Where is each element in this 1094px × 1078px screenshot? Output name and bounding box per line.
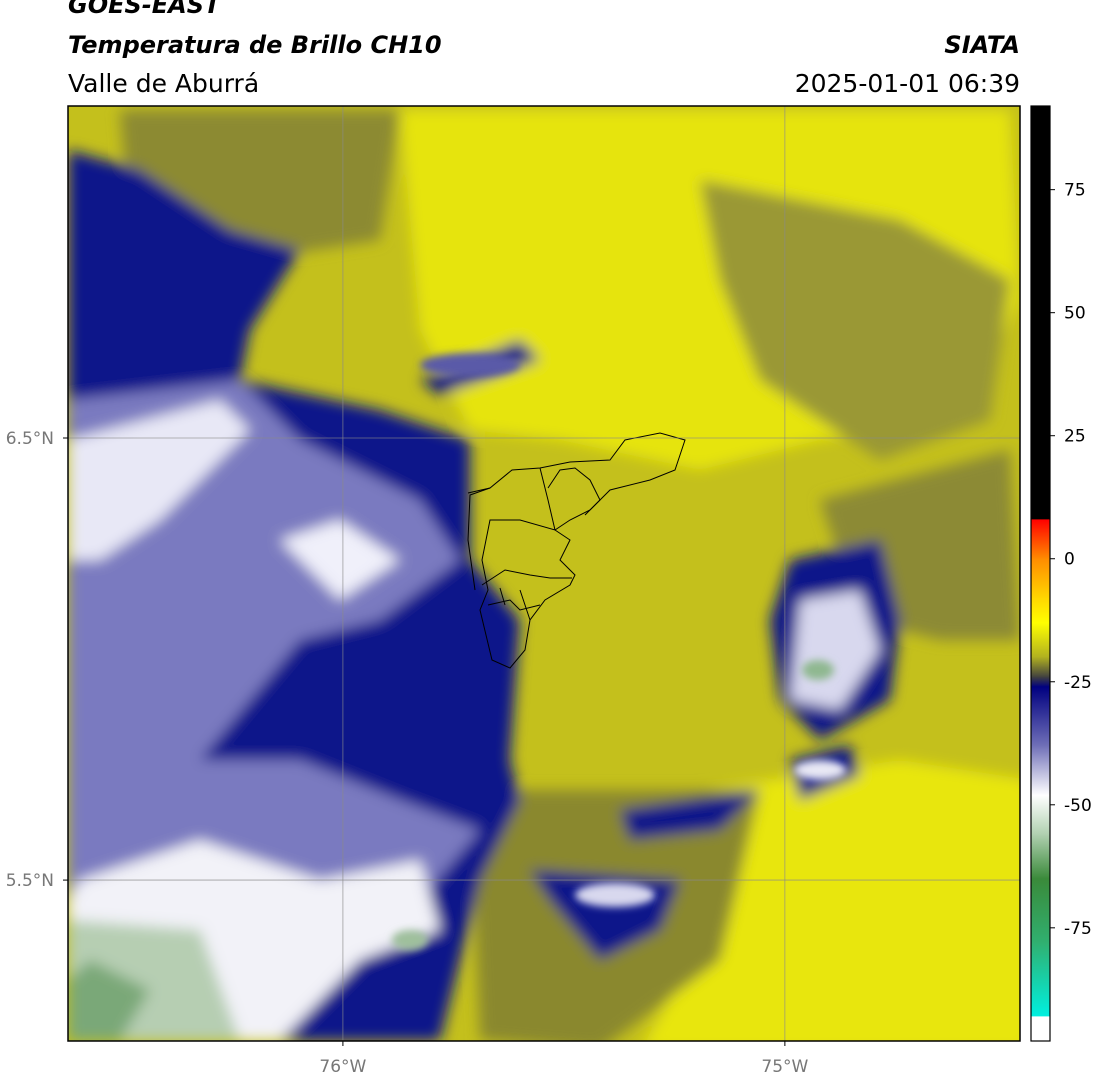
municipal-boundaries <box>467 432 686 669</box>
title: GOES-EAST <box>68 0 222 19</box>
y-tick-label: 5.5°N <box>6 871 54 891</box>
colorbar-tick-label: 25 <box>1064 427 1086 447</box>
colorbar-segment <box>1031 834 1050 880</box>
colorbar-tick-label: 75 <box>1064 181 1086 201</box>
colorbar-segment <box>1031 676 1050 688</box>
colorbar-segment <box>1031 657 1050 678</box>
colorbar-segment <box>1031 686 1050 747</box>
colorbar-tick-label: -75 <box>1064 919 1092 939</box>
map-frame <box>67 105 1021 1042</box>
grid <box>68 106 1020 1041</box>
colorbar-segment <box>1031 622 1050 658</box>
colorbar-tick-label: -50 <box>1064 796 1092 816</box>
y-tick-label: 6.5°N <box>6 429 54 449</box>
region: Valle de Aburrá <box>68 69 259 98</box>
colorbar-segment <box>1031 598 1050 624</box>
colorbar <box>1031 106 1050 1042</box>
colorbar-segment <box>1031 942 1050 1017</box>
colorbar-tick-label: 50 <box>1064 304 1086 324</box>
colorbar-segment <box>1031 1016 1050 1042</box>
colorbar-segment <box>1031 519 1050 560</box>
colorbar-segment <box>1031 745 1050 796</box>
colorbar-frame <box>1030 105 1051 1042</box>
colorbar-segment <box>1031 106 1050 520</box>
subtitle: Temperatura de Brillo CH10 <box>68 31 442 59</box>
x-tick-label: 75°W <box>761 1057 808 1077</box>
datetime: 2025-01-01 06:39 <box>795 69 1020 98</box>
colorbar-segment <box>1031 878 1050 944</box>
colorbar-segment <box>1031 794 1050 835</box>
x-tick-label: 76°W <box>319 1057 366 1077</box>
satellite-image <box>68 106 1020 1041</box>
colorbar-segment <box>1031 558 1050 599</box>
source: SIATA <box>944 31 1020 59</box>
colorbar-tick-label: 0 <box>1064 550 1075 570</box>
colorbar-tick-label: -25 <box>1064 673 1092 693</box>
